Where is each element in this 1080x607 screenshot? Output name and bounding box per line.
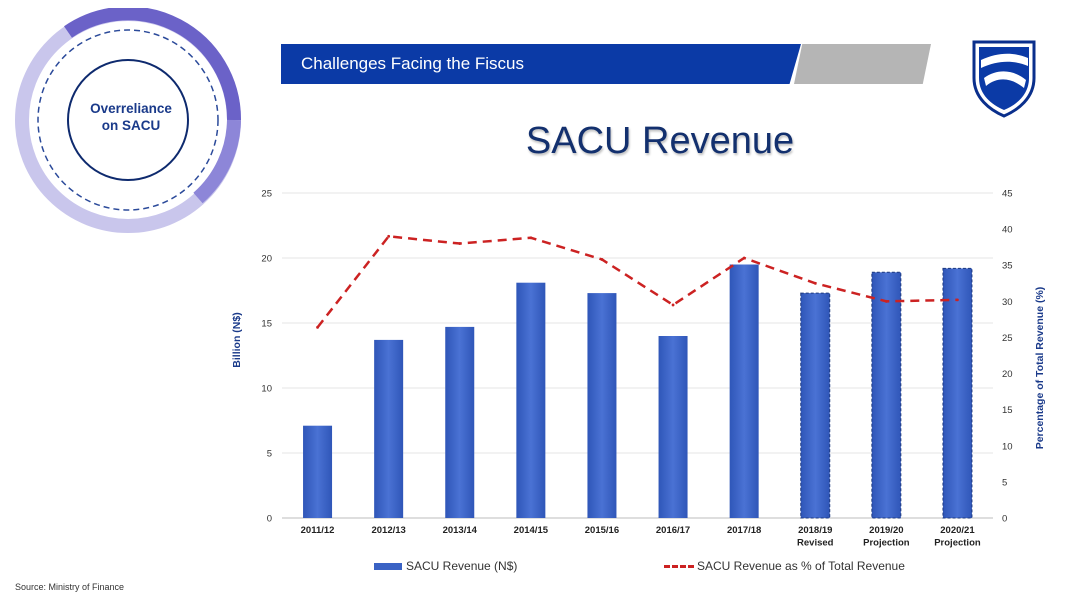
- bar: [516, 282, 546, 518]
- x-tick-label: 2019/20 Projection: [863, 525, 910, 549]
- y-tick-label-right: 30: [1002, 297, 1013, 308]
- badge-line-1: Overreliance: [90, 101, 172, 116]
- legend-swatch-line: [664, 565, 694, 568]
- y-tick-label-right: 40: [1002, 225, 1013, 236]
- x-tick-label: 2017/18: [727, 525, 761, 536]
- line-point: [458, 242, 462, 245]
- y-tick-label-right: 5: [1002, 477, 1007, 488]
- bar: [303, 425, 333, 518]
- line-point: [387, 234, 391, 238]
- y-axis-label-right: Percentage of Total Revenue (%): [1034, 287, 1046, 450]
- line-point: [884, 299, 888, 303]
- y-tick-label-left: 25: [261, 189, 272, 200]
- bar: [942, 267, 973, 519]
- chart-title: SACU Revenue: [525, 120, 795, 162]
- y-tick-label-right: 10: [1002, 441, 1013, 452]
- x-tick-label: 2013/14: [443, 525, 478, 536]
- section-banner: [281, 44, 801, 84]
- y-axis-label-left: Billion (N$): [231, 312, 243, 367]
- y-tick-label-right: 25: [1002, 333, 1013, 344]
- bar: [729, 264, 759, 518]
- y-tick-label-left: 20: [261, 254, 272, 265]
- x-tick-label: 2015/16: [585, 525, 619, 536]
- line-point: [600, 258, 604, 261]
- legend-label-line: SACU Revenue as % of Total Revenue: [697, 559, 905, 573]
- legend-swatch-bar: [374, 563, 402, 570]
- x-tick-label: 2014/15: [514, 525, 549, 536]
- x-tick-label: 2012/13: [371, 525, 405, 536]
- y-tick-label-left: 15: [261, 319, 272, 330]
- line-point: [671, 303, 675, 307]
- banner-title: Challenges Facing the Fiscus: [301, 54, 525, 73]
- x-tick-label: 2011/12: [301, 525, 335, 536]
- line-point: [742, 256, 746, 260]
- banner-accent: [794, 44, 931, 84]
- y-tick-label-right: 20: [1002, 369, 1013, 380]
- y-tick-label-right: 35: [1002, 261, 1013, 272]
- line-point: [316, 325, 319, 329]
- y-tick-label-right: 15: [1002, 405, 1013, 416]
- line-point: [813, 281, 817, 285]
- badge-label: Overreliance on SACU: [70, 100, 192, 134]
- x-tick-label: 2018/19 Revised: [797, 525, 834, 549]
- bar: [374, 339, 404, 518]
- legend-label-bar: SACU Revenue (N$): [406, 559, 518, 573]
- badge-line-2: on SACU: [101, 118, 161, 133]
- x-tick-label: 2020/21 Projection: [934, 525, 981, 549]
- bar: [587, 293, 617, 518]
- y-tick-label-left: 10: [261, 384, 272, 395]
- y-tick-label-right: 45: [1002, 189, 1013, 200]
- bar: [658, 336, 688, 518]
- y-tick-label-right: 0: [1002, 514, 1007, 525]
- badge-ring: [15, 8, 242, 233]
- shield-logo-icon: [972, 40, 1036, 118]
- y-tick-label-left: 0: [267, 514, 272, 525]
- line-point: [956, 298, 959, 302]
- x-tick-label: 2016/17: [656, 525, 690, 536]
- source-note: Source: Ministry of Finance: [15, 582, 125, 592]
- series-line-percent: [316, 235, 958, 329]
- line-point: [529, 236, 533, 240]
- bar: [871, 271, 902, 519]
- bar: [445, 326, 475, 518]
- bar: [800, 292, 831, 519]
- y-tick-label-left: 5: [267, 449, 272, 460]
